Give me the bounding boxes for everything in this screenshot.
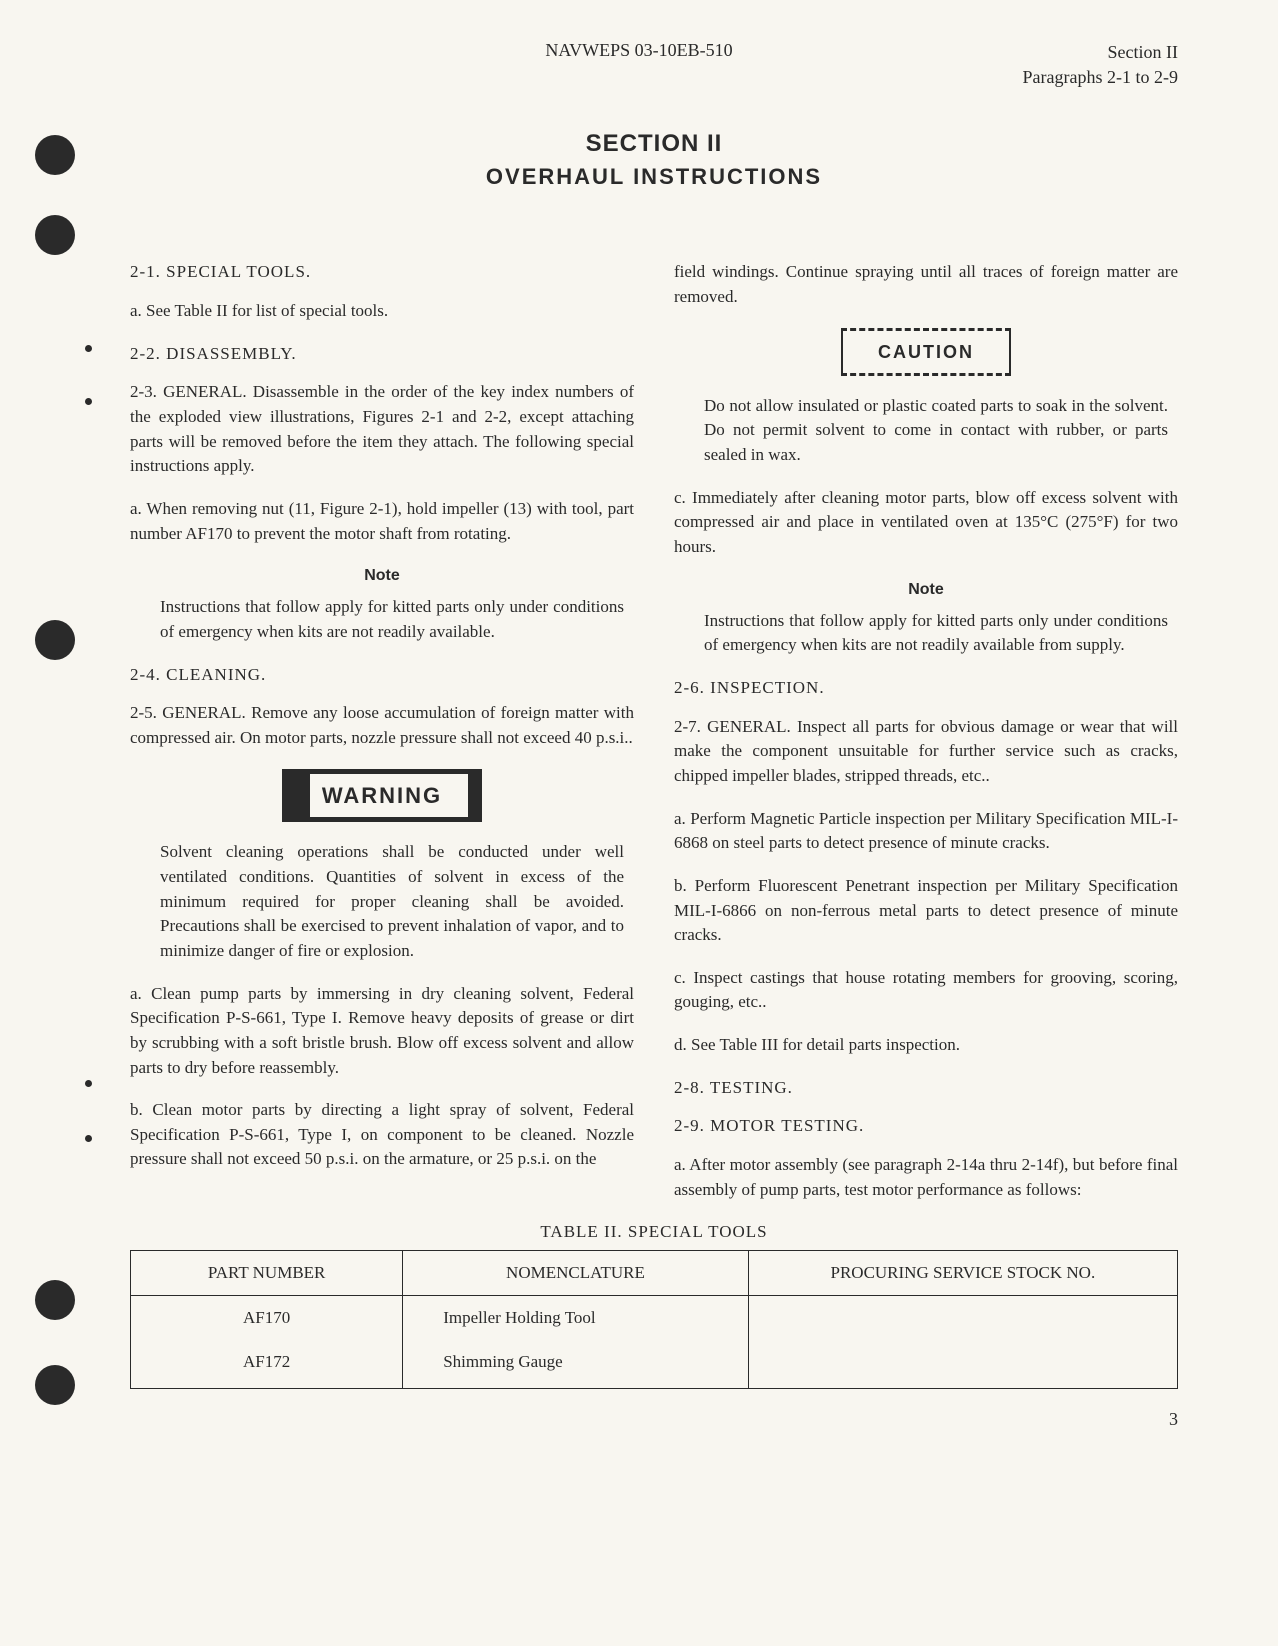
punch-hole — [35, 1365, 75, 1405]
note-label-1: Note — [130, 564, 634, 587]
table-col-stock-no: PROCURING SERVICE STOCK NO. — [748, 1251, 1177, 1296]
punch-hole — [35, 1280, 75, 1320]
para-2-7d: d. See Table III for detail parts inspec… — [674, 1033, 1178, 1058]
margin-dot — [85, 345, 92, 352]
caution-box: CAUTION — [841, 328, 1011, 376]
section-subtitle: OVERHAUL INSTRUCTIONS — [130, 164, 1178, 190]
page-number: 3 — [130, 1409, 1178, 1430]
header-section: Section II — [1023, 40, 1178, 65]
para-2-5: 2-5. GENERAL. Remove any loose accumulat… — [130, 701, 634, 750]
page: NAVWEPS 03-10EB-510 Section II Paragraph… — [0, 0, 1278, 1646]
para-2-5a: a. Clean pump parts by immersing in dry … — [130, 982, 634, 1081]
table-cell: AF172 — [131, 1340, 403, 1389]
para-2-9a: a. After motor assembly (see paragraph 2… — [674, 1153, 1178, 1202]
content-columns: 2-1. SPECIAL TOOLS. a. See Table II for … — [130, 260, 1178, 1202]
punch-hole — [35, 135, 75, 175]
page-header: NAVWEPS 03-10EB-510 Section II Paragraph… — [130, 40, 1178, 90]
margin-dot — [85, 398, 92, 405]
punch-hole — [35, 620, 75, 660]
left-column: 2-1. SPECIAL TOOLS. a. See Table II for … — [130, 260, 634, 1202]
para-2-7b: b. Perform Fluorescent Penetrant inspect… — [674, 874, 1178, 948]
heading-2-6: 2-6. INSPECTION. — [674, 676, 1178, 701]
table-cell: AF170 — [131, 1296, 403, 1341]
heading-2-2: 2-2. DISASSEMBLY. — [130, 342, 634, 367]
heading-2-4: 2-4. CLEANING. — [130, 663, 634, 688]
note-label-2: Note — [674, 578, 1178, 601]
table-cell: Shimming Gauge — [403, 1340, 749, 1389]
table-col-part-number: PART NUMBER — [131, 1251, 403, 1296]
table-header-row: PART NUMBER NOMENCLATURE PROCURING SERVI… — [131, 1251, 1178, 1296]
warning-text: Solvent cleaning operations shall be con… — [160, 840, 624, 963]
table-cell — [748, 1296, 1177, 1341]
heading-2-9: 2-9. MOTOR TESTING. — [674, 1114, 1178, 1139]
para-2-5b: b. Clean motor parts by directing a ligh… — [130, 1098, 634, 1172]
para-2-1a: a. See Table II for list of special tool… — [130, 299, 634, 324]
right-column: field windings. Continue spraying until … — [674, 260, 1178, 1202]
heading-2-8: 2-8. TESTING. — [674, 1076, 1178, 1101]
warning-label: WARNING — [297, 780, 467, 812]
header-right: Section II Paragraphs 2-1 to 2-9 — [1023, 40, 1178, 90]
margin-dot — [85, 1080, 92, 1087]
table-col-nomenclature: NOMENCLATURE — [403, 1251, 749, 1296]
para-2-7: 2-7. GENERAL. Inspect all parts for obvi… — [674, 715, 1178, 789]
para-2-3a: a. When removing nut (11, Figure 2-1), h… — [130, 497, 634, 546]
table-caption: TABLE II. SPECIAL TOOLS — [130, 1222, 1178, 1242]
para-2-5c: c. Immediately after cleaning motor part… — [674, 486, 1178, 560]
para-2-3: 2-3. GENERAL. Disassemble in the order o… — [130, 380, 634, 479]
para-2-5b-cont: field windings. Continue spraying until … — [674, 260, 1178, 309]
table-row: AF170 Impeller Holding Tool — [131, 1296, 1178, 1341]
warning-box: WARNING — [282, 769, 482, 823]
para-2-7a: a. Perform Magnetic Particle inspection … — [674, 807, 1178, 856]
caution-label: CAUTION — [853, 339, 999, 365]
header-doc-number: NAVWEPS 03-10EB-510 — [545, 40, 732, 61]
section-title: SECTION II — [130, 130, 1178, 158]
table-cell: Impeller Holding Tool — [403, 1296, 749, 1341]
header-para-range: Paragraphs 2-1 to 2-9 — [1023, 65, 1178, 90]
caution-text: Do not allow insulated or plastic coated… — [704, 394, 1168, 468]
special-tools-table: PART NUMBER NOMENCLATURE PROCURING SERVI… — [130, 1250, 1178, 1389]
para-2-7c: c. Inspect castings that house rotating … — [674, 966, 1178, 1015]
margin-dot — [85, 1135, 92, 1142]
table-row: AF172 Shimming Gauge — [131, 1340, 1178, 1389]
punch-hole — [35, 215, 75, 255]
heading-2-1: 2-1. SPECIAL TOOLS. — [130, 260, 634, 285]
note-text-1: Instructions that follow apply for kitte… — [160, 595, 624, 644]
table-cell — [748, 1340, 1177, 1389]
note-text-2: Instructions that follow apply for kitte… — [704, 609, 1168, 658]
